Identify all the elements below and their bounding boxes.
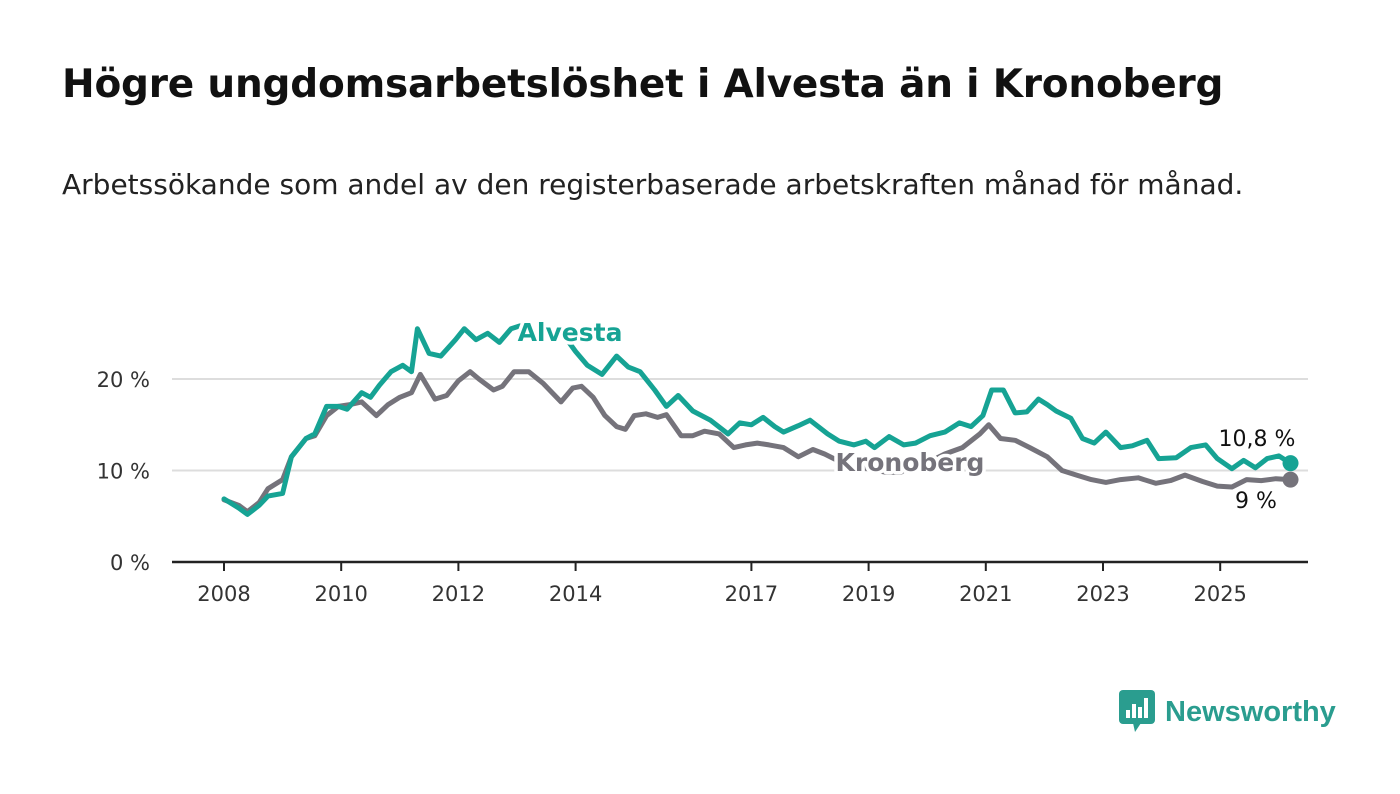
end-point-kronoberg	[1282, 471, 1299, 488]
y-tick-label: 20 %	[97, 368, 150, 392]
chart-title: Högre ungdomsarbetslöshet i Alvesta än i…	[62, 62, 1224, 107]
series-layer	[221, 323, 1299, 517]
newsworthy-icon	[1119, 690, 1155, 732]
label-layer: Alvesta Kronoberg 10,8 % 9 %	[514, 315, 1298, 517]
x-tick-label: 2012	[432, 582, 485, 606]
y-tick-label: 10 %	[97, 460, 150, 484]
chart-subtitle: Arbetssökande som andel av den registerb…	[62, 168, 1244, 201]
brand-name: Newsworthy	[1165, 695, 1336, 728]
brand-logo: Newsworthy	[1119, 690, 1336, 734]
series-label-kronoberg: Kronoberg	[836, 448, 985, 477]
series-label-alvesta: Alvesta	[518, 318, 623, 347]
end-value-label-alvesta: 10,8 %	[1219, 427, 1296, 452]
x-tick-label: 2014	[549, 582, 602, 606]
end-value-label-kronoberg: 9 %	[1235, 489, 1277, 514]
end-point-alvesta	[1282, 455, 1299, 472]
x-tick-label: 2019	[842, 582, 895, 606]
series-line-alvesta	[221, 323, 1293, 517]
x-tick-label: 2008	[197, 582, 250, 606]
grid-layer	[172, 378, 1308, 472]
x-tick-label: 2017	[725, 582, 778, 606]
axis-layer: 0 % 10 % 20 % 2008 2010 2012 2014 2017 2019 2021 2…	[97, 368, 1308, 606]
x-tick-label: 2025	[1193, 582, 1246, 606]
x-tick-label: 2021	[959, 582, 1012, 606]
series-line-kronoberg	[221, 369, 1293, 515]
x-tick-label: 2010	[314, 582, 367, 606]
x-tick-label: 2023	[1076, 582, 1129, 606]
y-tick-label: 0 %	[110, 551, 150, 575]
